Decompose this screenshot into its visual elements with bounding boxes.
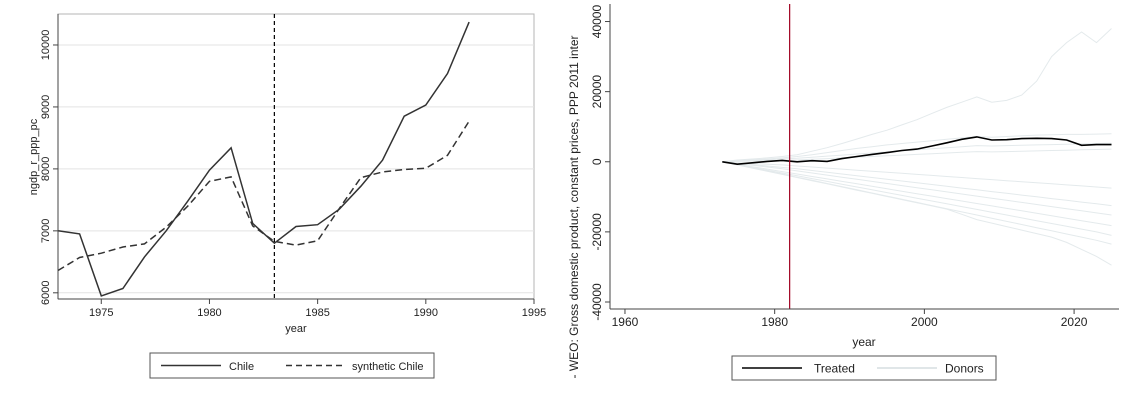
axes bbox=[609, 4, 1119, 310]
plot-area bbox=[57, 13, 535, 300]
series-line-donor-10 bbox=[722, 161, 1112, 245]
x-tick-label: 2000 bbox=[911, 315, 938, 329]
y-tick-label: 0 bbox=[590, 158, 604, 165]
legend: Treated Donors bbox=[731, 355, 997, 381]
y-tick-label: 40000 bbox=[590, 5, 604, 39]
legend-label-donors: Donors bbox=[945, 362, 984, 376]
series-line-chile bbox=[57, 21, 470, 297]
gridlines bbox=[58, 44, 534, 294]
series-line-donor-6 bbox=[722, 161, 1112, 207]
y-tick-label: -20000 bbox=[590, 213, 604, 251]
synthetic-control-chart: 1975 1980 1985 1990 1995 6000 7000 8000 9000 100… bbox=[28, 13, 546, 379]
series-lines bbox=[722, 4, 1112, 309]
series-lines bbox=[57, 14, 470, 299]
x-axis-label: year bbox=[852, 335, 875, 349]
y-tick-labels: 6000 7000 8000 9000 10000 bbox=[40, 30, 58, 305]
x-tick-label: 1960 bbox=[612, 315, 639, 329]
series-line-treated bbox=[722, 136, 1112, 166]
x-tick-label: 2020 bbox=[1061, 315, 1088, 329]
x-tick-labels: 1975 1980 1985 1990 1995 bbox=[89, 299, 546, 319]
legend-label-treated: Treated bbox=[814, 362, 855, 376]
series-line-synthetic-chile bbox=[57, 120, 470, 272]
legend-label-chile: Chile bbox=[229, 361, 254, 373]
x-tick-label: 1985 bbox=[305, 307, 329, 319]
x-tick-label: 1980 bbox=[197, 307, 221, 319]
legend-label-synthetic-chile: synthetic Chile bbox=[352, 361, 424, 373]
y-tick-label: 9000 bbox=[40, 95, 52, 119]
y-axis-label: ngdp_r_ppp_pc bbox=[28, 118, 40, 195]
y-tick-label: -40000 bbox=[590, 283, 604, 321]
x-tick-label: 1990 bbox=[414, 307, 438, 319]
series-line-donors bbox=[722, 28, 1112, 163]
x-tick-labels: 1960 1980 2000 2020 bbox=[612, 309, 1088, 329]
series-line-donor-8 bbox=[722, 161, 1112, 227]
y-tick-label: 8000 bbox=[40, 157, 52, 181]
axes bbox=[57, 14, 534, 300]
y-tick-label: 6000 bbox=[40, 281, 52, 305]
y-tick-label: 20000 bbox=[590, 75, 604, 109]
x-tick-label: 1980 bbox=[761, 315, 788, 329]
series-line-donor-7 bbox=[722, 161, 1112, 216]
y-tick-label: 7000 bbox=[40, 219, 52, 243]
y-tick-labels: -40000 -20000 0 20000 40000 bbox=[590, 5, 610, 321]
y-tick-label: 10000 bbox=[40, 30, 52, 61]
x-tick-label: 1995 bbox=[522, 307, 546, 319]
x-tick-label: 1975 bbox=[89, 307, 113, 319]
y-axis-label: - WEO: Gross domestic product, constant … bbox=[567, 35, 581, 378]
x-axis-label: year bbox=[285, 323, 307, 335]
series-line-donor-5 bbox=[722, 161, 1112, 189]
legend: Chile synthetic Chile bbox=[149, 352, 435, 379]
donor-pool-chart: 1960 1980 2000 2020 -40000 -20000 0 20000 40000… bbox=[567, 4, 1119, 381]
series-line-donor-2 bbox=[722, 133, 1112, 163]
series-line-donor-9 bbox=[722, 161, 1112, 236]
